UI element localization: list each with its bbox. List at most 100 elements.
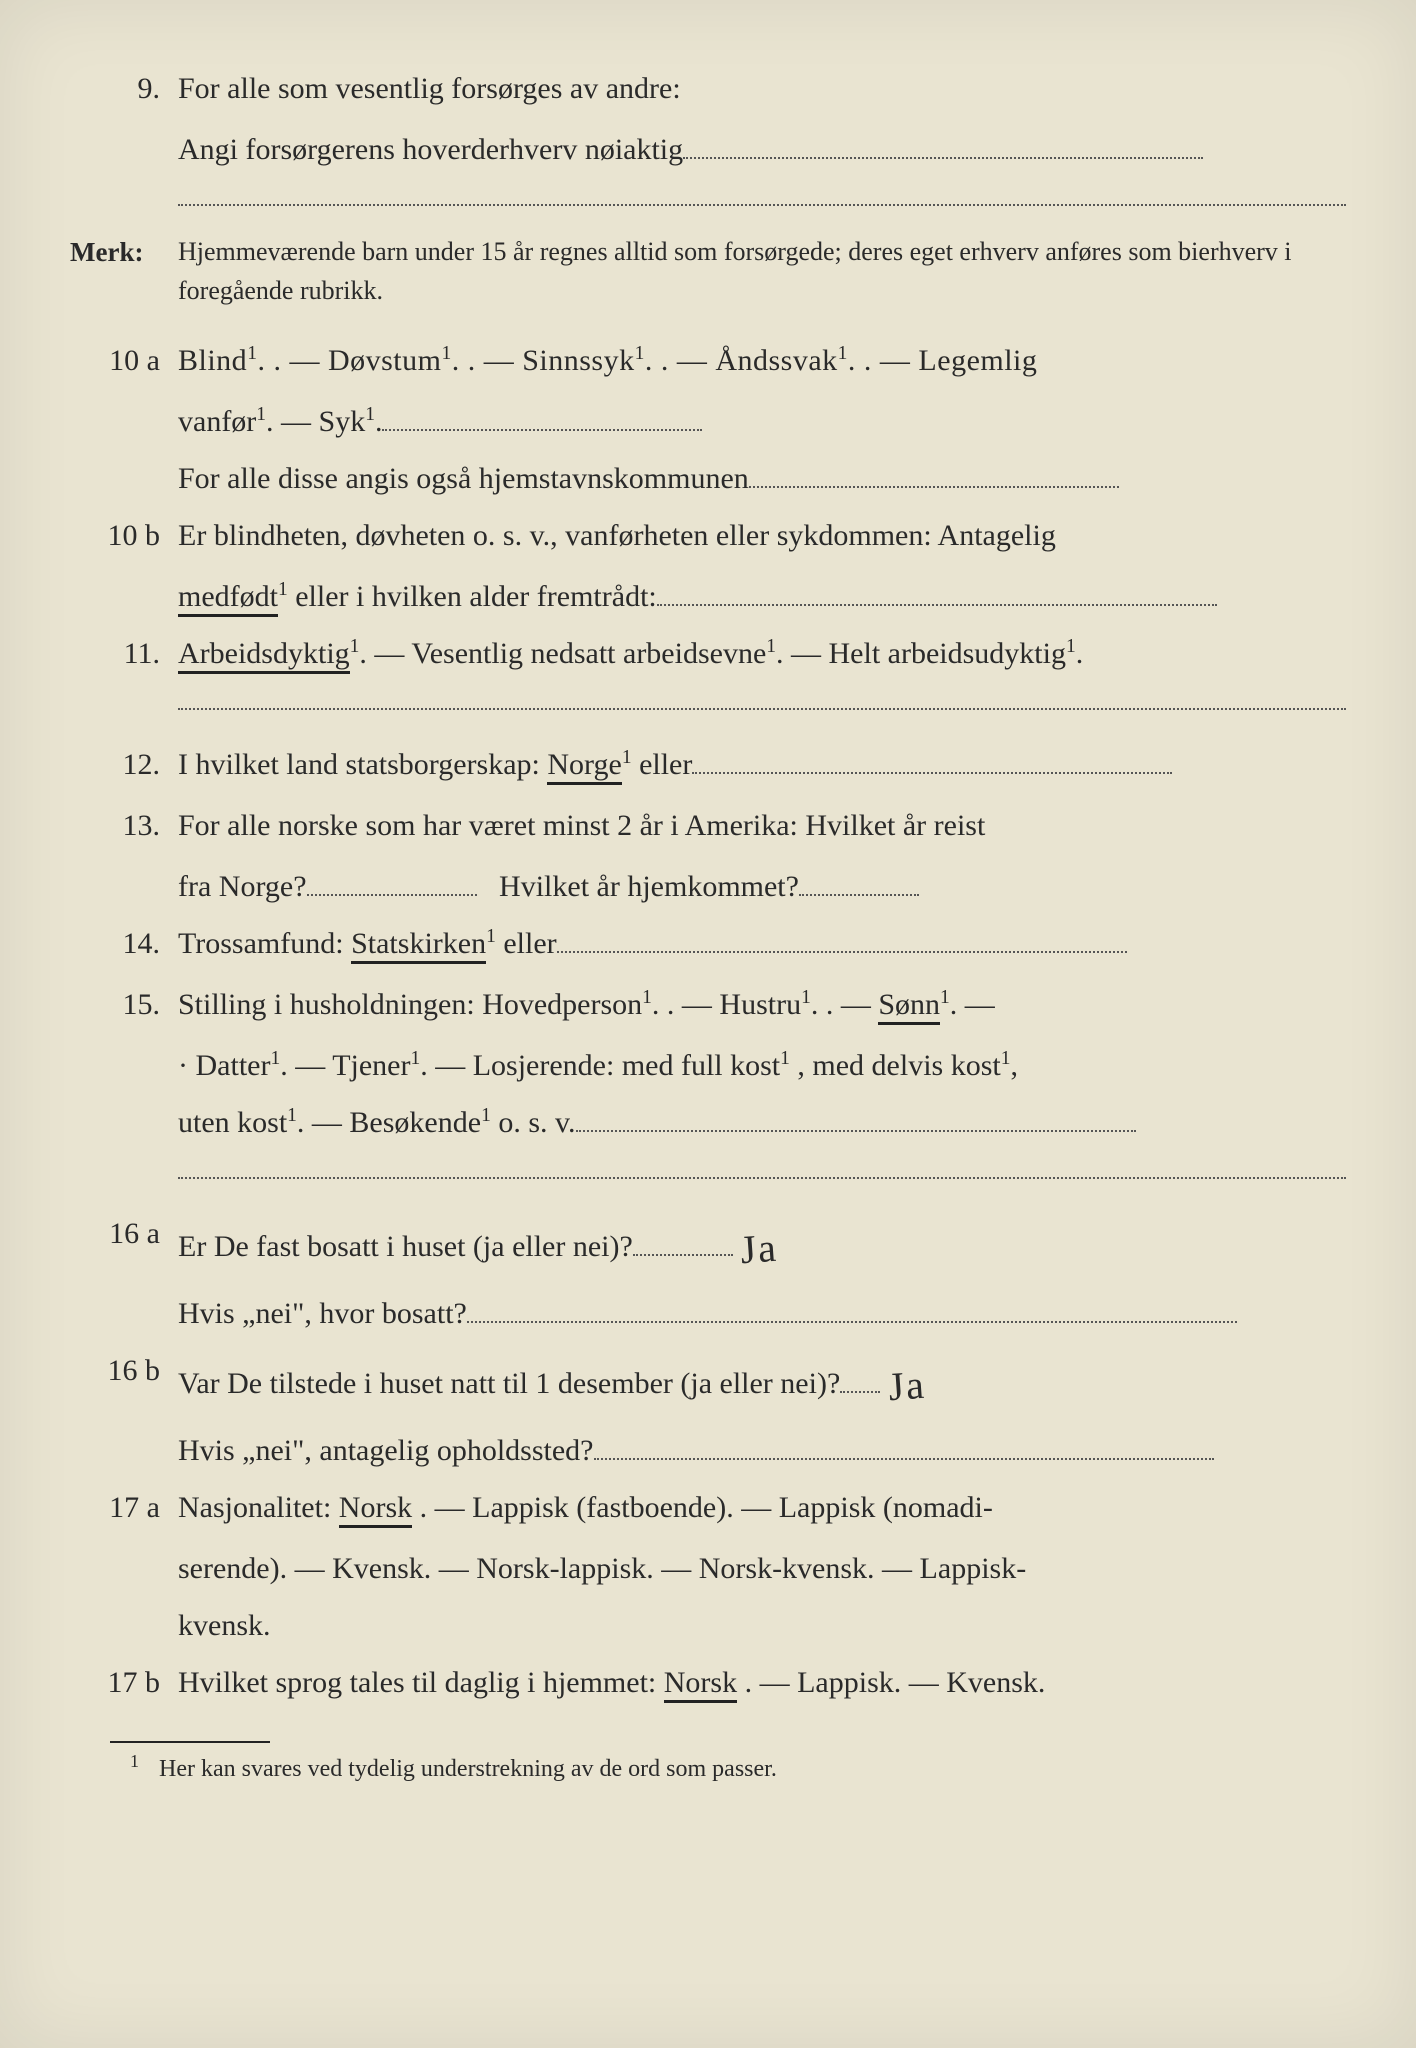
dash: . —	[826, 988, 879, 1021]
dot: .	[1076, 637, 1084, 670]
opt-blind: Blind	[178, 344, 247, 377]
dash: —	[281, 405, 319, 438]
dot: .	[776, 637, 784, 670]
text: Angi forsørgerens hoverderhverv nøiaktig	[178, 133, 683, 166]
text-eller: eller	[639, 748, 692, 781]
sup: 1	[801, 987, 811, 1008]
dash: —	[295, 1049, 332, 1082]
sup: 1	[270, 1048, 280, 1069]
question-14: 14. Trossamfund: Statskirken1 eller	[70, 915, 1346, 972]
text: Hvis „nei", antagelig opholdssted?	[178, 1434, 594, 1467]
question-number: 12.	[70, 736, 178, 793]
question-text: Er blindheten, døvheten o. s. v., vanfør…	[178, 507, 1346, 564]
fill-line[interactable]	[692, 748, 1172, 774]
sup: 1	[287, 1105, 297, 1126]
question-9: 9. For alle som vesentlig forsørges av a…	[70, 60, 1346, 117]
dash: —	[791, 637, 829, 670]
fill-line[interactable]	[749, 462, 1119, 488]
fill-line[interactable]	[799, 870, 919, 896]
text-osv: o. s. v.	[498, 1106, 575, 1139]
text: Er De fast bosatt i huset (ja eller nei)…	[178, 1230, 633, 1263]
dot: .	[645, 344, 653, 377]
question-15-line3: uten kost1. — Besøkende1 o. s. v.	[70, 1094, 1346, 1151]
sup: 1	[838, 343, 848, 364]
footnote: 1 Her kan svares ved tydelig understrekn…	[70, 1751, 1346, 1783]
question-number: 11.	[70, 625, 178, 682]
text: fra Norge?	[178, 870, 307, 903]
sup: 1	[247, 343, 257, 364]
question-10a: 10 a Blind1. . — Døvstum1. . — Sinnssyk1…	[70, 332, 1346, 389]
question-text: I hvilket land statsborgerskap: Norge1 e…	[178, 736, 1346, 793]
sup: 1	[350, 636, 360, 657]
dash: . —	[661, 344, 716, 377]
fill-line[interactable]	[594, 1434, 1214, 1460]
question-number: 9.	[70, 60, 178, 117]
opt-dovstum: Døvstum	[328, 344, 442, 377]
text: Stilling i husholdningen: Hovedperson	[178, 988, 642, 1021]
question-text: Arbeidsdyktig1. — Vesentlig nedsatt arbe…	[178, 625, 1346, 682]
text-eller: eller	[503, 927, 556, 960]
sup: 1	[481, 1105, 491, 1126]
opt-uten: uten kost	[178, 1106, 287, 1139]
opt-legemlig: Legemlig	[918, 344, 1037, 377]
question-9-line2: Angi forsørgerens hoverderhverv nøiaktig	[70, 121, 1346, 178]
fill-line[interactable]	[657, 580, 1217, 606]
dash: . —	[468, 344, 523, 377]
dot: .	[950, 988, 958, 1021]
question-number: 14.	[70, 915, 178, 972]
sup: 1	[635, 343, 645, 364]
dot: .	[420, 1049, 428, 1082]
fill-line[interactable]	[382, 405, 702, 431]
text: Var De tilstede i huset natt til 1 desem…	[178, 1367, 840, 1400]
question-11: 11. Arbeidsdyktig1. — Vesentlig nedsatt …	[70, 625, 1346, 682]
dash: —	[312, 1106, 350, 1139]
dash: . —	[667, 988, 720, 1021]
text: Hvis „nei", hvor bosatt?	[178, 1297, 467, 1330]
opt-statskirken: Statskirken	[351, 927, 486, 964]
form-page: 9. For alle som vesentlig forsørges av a…	[0, 0, 1416, 2048]
question-17a-line2: serende). — Kvensk. — Norsk-lappisk. — N…	[70, 1540, 1346, 1597]
dot: .	[266, 405, 274, 438]
note-merk: Merk: Hjemmeværende barn under 15 år reg…	[70, 232, 1346, 310]
fill-line[interactable]	[683, 133, 1203, 159]
text: . — Lappisk. — Kvensk.	[745, 1666, 1046, 1699]
dot: .	[848, 344, 856, 377]
fill-line[interactable]	[307, 870, 477, 896]
opt-tjener: Tjener	[332, 1049, 410, 1082]
question-16b-line2: Hvis „nei", antagelig opholdssted?	[70, 1422, 1346, 1479]
question-17a-line3: kvensk.	[70, 1597, 1346, 1654]
question-number: 10 b	[70, 507, 178, 564]
handwritten-answer: Ja	[738, 1210, 781, 1288]
question-10b-line2: medfødt1 eller i hvilken alder fremtrådt…	[70, 568, 1346, 625]
question-text: Trossamfund: Statskirken1 eller	[178, 915, 1346, 972]
note-text: Hjemmeværende barn under 15 år regnes al…	[178, 232, 1346, 310]
sup: 1	[365, 404, 375, 425]
fill-line[interactable]	[557, 927, 1127, 953]
sup: 1	[622, 747, 632, 768]
fill-line[interactable]	[576, 1106, 1136, 1132]
opt-medfodt: medfødt	[178, 580, 278, 617]
question-number: 16 a	[70, 1205, 178, 1262]
fill-line[interactable]	[633, 1230, 733, 1256]
question-text: Var De tilstede i huset natt til 1 desem…	[178, 1342, 1346, 1418]
question-number: 17 a	[70, 1479, 178, 1536]
fill-line[interactable]	[840, 1367, 880, 1393]
sup: 1	[256, 404, 266, 425]
dash: —	[435, 1049, 473, 1082]
footnote-number: 1	[130, 1751, 139, 1771]
opt-udyktig: Helt arbeidsudyktig	[829, 637, 1066, 670]
opt-losjerende: Losjerende: med full kost	[473, 1049, 780, 1082]
dot: .	[652, 988, 660, 1021]
question-text: For alle norske som har været minst 2 år…	[178, 797, 1346, 854]
question-12: 12. I hvilket land statsborgerskap: Norg…	[70, 736, 1346, 793]
question-13: 13. For alle norske som har været minst …	[70, 797, 1346, 854]
fill-line[interactable]	[467, 1297, 1237, 1323]
note-label: Merk:	[70, 232, 178, 273]
footnote-text: Her kan svares ved tydelig understreknin…	[159, 1756, 777, 1782]
dot: .	[811, 988, 819, 1021]
opt-besok: Besøkende	[349, 1106, 481, 1139]
question-17b: 17 b Hvilket sprog tales til daglig i hj…	[70, 1654, 1346, 1711]
text: . — Lappisk (fastboende). — Lappisk (nom…	[420, 1491, 993, 1524]
question-16a: 16 a Er De fast bosatt i huset (ja eller…	[70, 1205, 1346, 1281]
question-number: 17 b	[70, 1654, 178, 1711]
